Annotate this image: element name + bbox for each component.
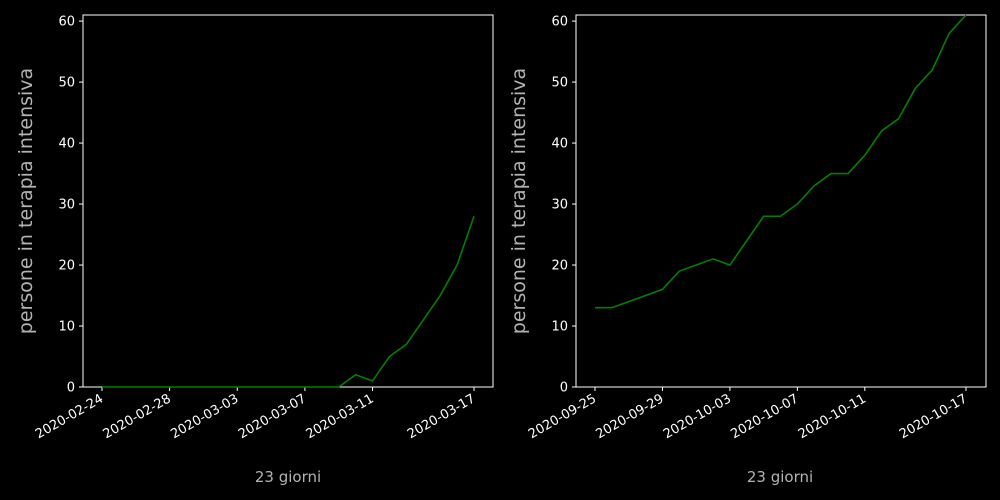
plot-area-left — [82, 14, 494, 388]
x-axis-label-left: 23 giorni — [255, 468, 321, 486]
y-axis-label-left: persone in terapia intensiva — [15, 68, 37, 334]
y-tick-label: 20 — [551, 259, 568, 274]
y-tick-label: 40 — [58, 137, 75, 152]
y-tick-label: 0 — [67, 381, 75, 396]
y-tick-label: 20 — [58, 259, 75, 274]
y-ticks-left: 0 10 20 30 40 50 60 — [58, 15, 83, 396]
y-tick-label: 60 — [58, 15, 75, 30]
y-tick-label: 10 — [551, 320, 568, 335]
x-axis-label-right: 23 giorni — [747, 468, 813, 486]
y-tick-label: 60 — [551, 15, 568, 30]
y-tick-label: 50 — [551, 76, 568, 91]
y-tick-label: 10 — [58, 320, 75, 335]
y-tick-label: 40 — [551, 137, 568, 152]
plot-area-right — [575, 14, 987, 388]
y-tick-label: 50 — [58, 76, 75, 91]
y-tick-label: 30 — [551, 198, 568, 213]
y-ticks-right: 0 10 20 30 40 50 60 — [551, 15, 576, 396]
y-tick-label: 30 — [58, 198, 75, 213]
y-tick-label: 0 — [560, 381, 568, 396]
series-line-right — [595, 14, 967, 309]
series-line-left — [102, 215, 475, 388]
y-axis-label-right: persone in terapia intensiva — [508, 68, 530, 334]
